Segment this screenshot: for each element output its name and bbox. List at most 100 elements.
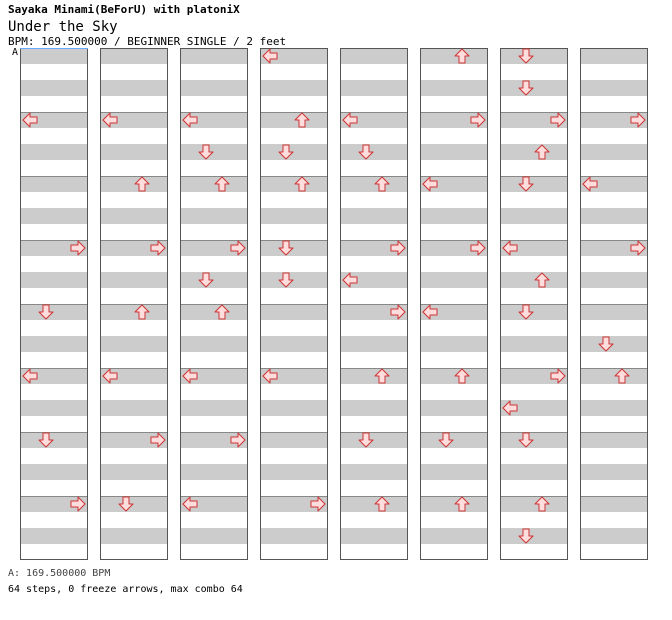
beat-stripe	[580, 400, 648, 416]
beat-stripe	[500, 496, 568, 512]
down-arrow-icon	[518, 528, 534, 544]
beat-stripe	[100, 304, 168, 320]
up-arrow-icon	[534, 144, 550, 160]
beat-stripe	[500, 144, 568, 160]
beat-stripe	[580, 176, 648, 192]
column-border	[500, 48, 568, 560]
beat-stripe	[340, 400, 408, 416]
beat-stripe	[180, 528, 248, 544]
beat-stripe	[20, 48, 88, 64]
beat-stripe	[580, 528, 648, 544]
left-arrow-icon	[182, 496, 198, 512]
beat-stripe	[260, 368, 328, 384]
beat-stripe	[20, 528, 88, 544]
beat-stripe	[420, 176, 488, 192]
right-arrow-icon	[630, 240, 646, 256]
beat-stripe	[580, 432, 648, 448]
beat-stripe	[100, 464, 168, 480]
beat-stripe	[340, 144, 408, 160]
beat-stripe	[500, 112, 568, 128]
beat-stripe	[260, 176, 328, 192]
beat-stripe	[420, 272, 488, 288]
beat-stripe	[420, 496, 488, 512]
beat-stripe	[420, 240, 488, 256]
left-arrow-icon	[342, 112, 358, 128]
beat-stripe	[260, 336, 328, 352]
beat-stripe	[180, 464, 248, 480]
left-arrow-icon	[262, 48, 278, 64]
beat-stripe	[500, 304, 568, 320]
beat-stripe	[420, 80, 488, 96]
beat-stripe	[180, 208, 248, 224]
beat-stripe	[420, 464, 488, 480]
beat-stripe	[180, 144, 248, 160]
beat-stripe	[100, 400, 168, 416]
up-arrow-icon	[454, 368, 470, 384]
chart-column-6	[420, 48, 488, 560]
beat-stripe	[180, 272, 248, 288]
beat-stripe	[180, 48, 248, 64]
beat-stripe	[500, 336, 568, 352]
bpm-marker-label: A	[12, 47, 19, 58]
left-arrow-icon	[342, 272, 358, 288]
right-arrow-icon	[230, 432, 246, 448]
down-arrow-icon	[598, 336, 614, 352]
beat-stripe	[180, 240, 248, 256]
beat-stripe	[580, 80, 648, 96]
beat-stripe	[100, 48, 168, 64]
beat-stripe	[500, 80, 568, 96]
up-arrow-icon	[134, 304, 150, 320]
beat-stripe	[420, 336, 488, 352]
beat-stripe	[580, 464, 648, 480]
beat-stripe	[180, 176, 248, 192]
chart-column-5	[340, 48, 408, 560]
beat-stripe	[340, 176, 408, 192]
beat-stripe	[500, 48, 568, 64]
right-arrow-icon	[150, 432, 166, 448]
beat-stripe	[180, 368, 248, 384]
beat-stripe	[340, 464, 408, 480]
down-arrow-icon	[518, 80, 534, 96]
down-arrow-icon	[278, 272, 294, 288]
beat-stripe	[260, 272, 328, 288]
up-arrow-icon	[454, 48, 470, 64]
beat-stripe	[260, 144, 328, 160]
beat-stripe	[420, 400, 488, 416]
beat-stripe	[580, 208, 648, 224]
beat-stripe	[100, 80, 168, 96]
column-border	[340, 48, 408, 560]
up-arrow-icon	[534, 272, 550, 288]
beat-stripe	[260, 304, 328, 320]
left-arrow-icon	[22, 112, 38, 128]
down-arrow-icon	[278, 240, 294, 256]
beat-stripe	[20, 400, 88, 416]
beat-stripe	[100, 528, 168, 544]
up-arrow-icon	[214, 176, 230, 192]
left-arrow-icon	[262, 368, 278, 384]
beat-stripe	[420, 144, 488, 160]
beat-stripe	[20, 496, 88, 512]
down-arrow-icon	[518, 176, 534, 192]
chart-column-3	[180, 48, 248, 560]
column-border	[580, 48, 648, 560]
up-arrow-icon	[214, 304, 230, 320]
bpm-marker-line	[20, 48, 88, 49]
left-arrow-icon	[422, 176, 438, 192]
left-arrow-icon	[182, 368, 198, 384]
beat-stripe	[20, 208, 88, 224]
beat-stripe	[340, 80, 408, 96]
down-arrow-icon	[358, 144, 374, 160]
chart-column-8	[580, 48, 648, 560]
left-arrow-icon	[182, 112, 198, 128]
up-arrow-icon	[614, 368, 630, 384]
right-arrow-icon	[390, 240, 406, 256]
column-border	[260, 48, 328, 560]
beat-stripe	[500, 240, 568, 256]
left-arrow-icon	[582, 176, 598, 192]
beat-stripe	[20, 304, 88, 320]
beat-stripe	[20, 176, 88, 192]
beat-stripe	[340, 528, 408, 544]
down-arrow-icon	[438, 432, 454, 448]
beat-stripe	[260, 496, 328, 512]
right-arrow-icon	[70, 496, 86, 512]
